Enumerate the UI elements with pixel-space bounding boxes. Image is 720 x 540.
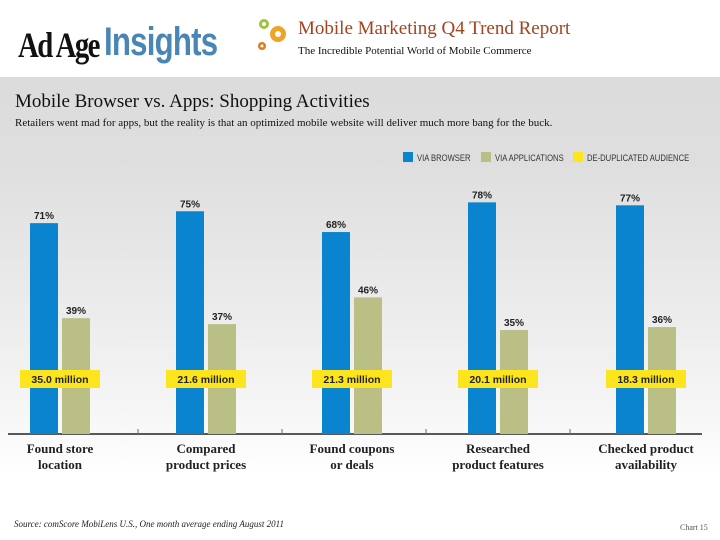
category-label: product features (452, 457, 544, 472)
legend-label: VIA APPLICATIONS (495, 152, 564, 163)
gears-icon (258, 19, 286, 50)
bar-browser (616, 205, 644, 434)
legend-swatch (481, 152, 491, 162)
bar-browser (468, 202, 496, 434)
dedup-label-box (312, 370, 392, 388)
bar-applications (354, 297, 382, 434)
chart-subtitle: Retailers went mad for apps, but the rea… (15, 117, 553, 129)
dedup-label: 21.3 million (323, 374, 380, 386)
dedup-label-box (166, 370, 246, 388)
dedup-label: 18.3 million (617, 374, 674, 386)
source-note: Source: comScore MobiLens U.S., One mont… (14, 519, 284, 529)
report-subtitle: The Incredible Potential World of Mobile… (298, 45, 532, 57)
data-label: 71% (34, 211, 54, 222)
data-label: 75% (180, 199, 200, 210)
legend-swatch (573, 152, 583, 162)
dedup-label: 20.1 million (469, 374, 526, 386)
category-label: Found store (27, 441, 94, 456)
category-label: location (38, 457, 83, 472)
chart-title: Mobile Browser vs. Apps: Shopping Activi… (15, 91, 370, 112)
data-label: 37% (212, 312, 232, 323)
category-label: product prices (166, 457, 246, 472)
legend-label: VIA BROWSER (417, 152, 471, 163)
category-label: Found coupons (310, 441, 395, 456)
bar-browser (30, 223, 58, 434)
data-label: 35% (504, 318, 524, 329)
data-label: 36% (652, 315, 672, 326)
data-label: 78% (472, 190, 492, 201)
dedup-label: 21.6 million (177, 374, 234, 386)
legend-swatch (403, 152, 413, 162)
dedup-label-box (458, 370, 538, 388)
dedup-label-box (20, 370, 100, 388)
legend-label: DE-DUPLICATED AUDIENCE (587, 152, 690, 163)
data-label: 39% (66, 306, 86, 317)
bar-browser (322, 232, 350, 434)
category-label: or deals (330, 457, 373, 472)
logo-insights: Insights (104, 20, 218, 64)
category-label: Checked product (598, 441, 694, 456)
dedup-label: 35.0 million (31, 374, 88, 386)
page-number: Chart 15 (680, 523, 708, 532)
category-label: availability (615, 457, 678, 472)
report-title: Mobile Marketing Q4 Trend Report (298, 18, 571, 39)
data-label: 77% (620, 193, 640, 204)
category-label: Researched (466, 441, 531, 456)
dedup-label-box (606, 370, 686, 388)
logo-ad-age: Ad Age (18, 25, 100, 65)
data-label: 68% (326, 220, 346, 231)
category-label: Compared (177, 441, 237, 456)
bar-browser (176, 211, 204, 434)
data-label: 46% (358, 285, 378, 296)
